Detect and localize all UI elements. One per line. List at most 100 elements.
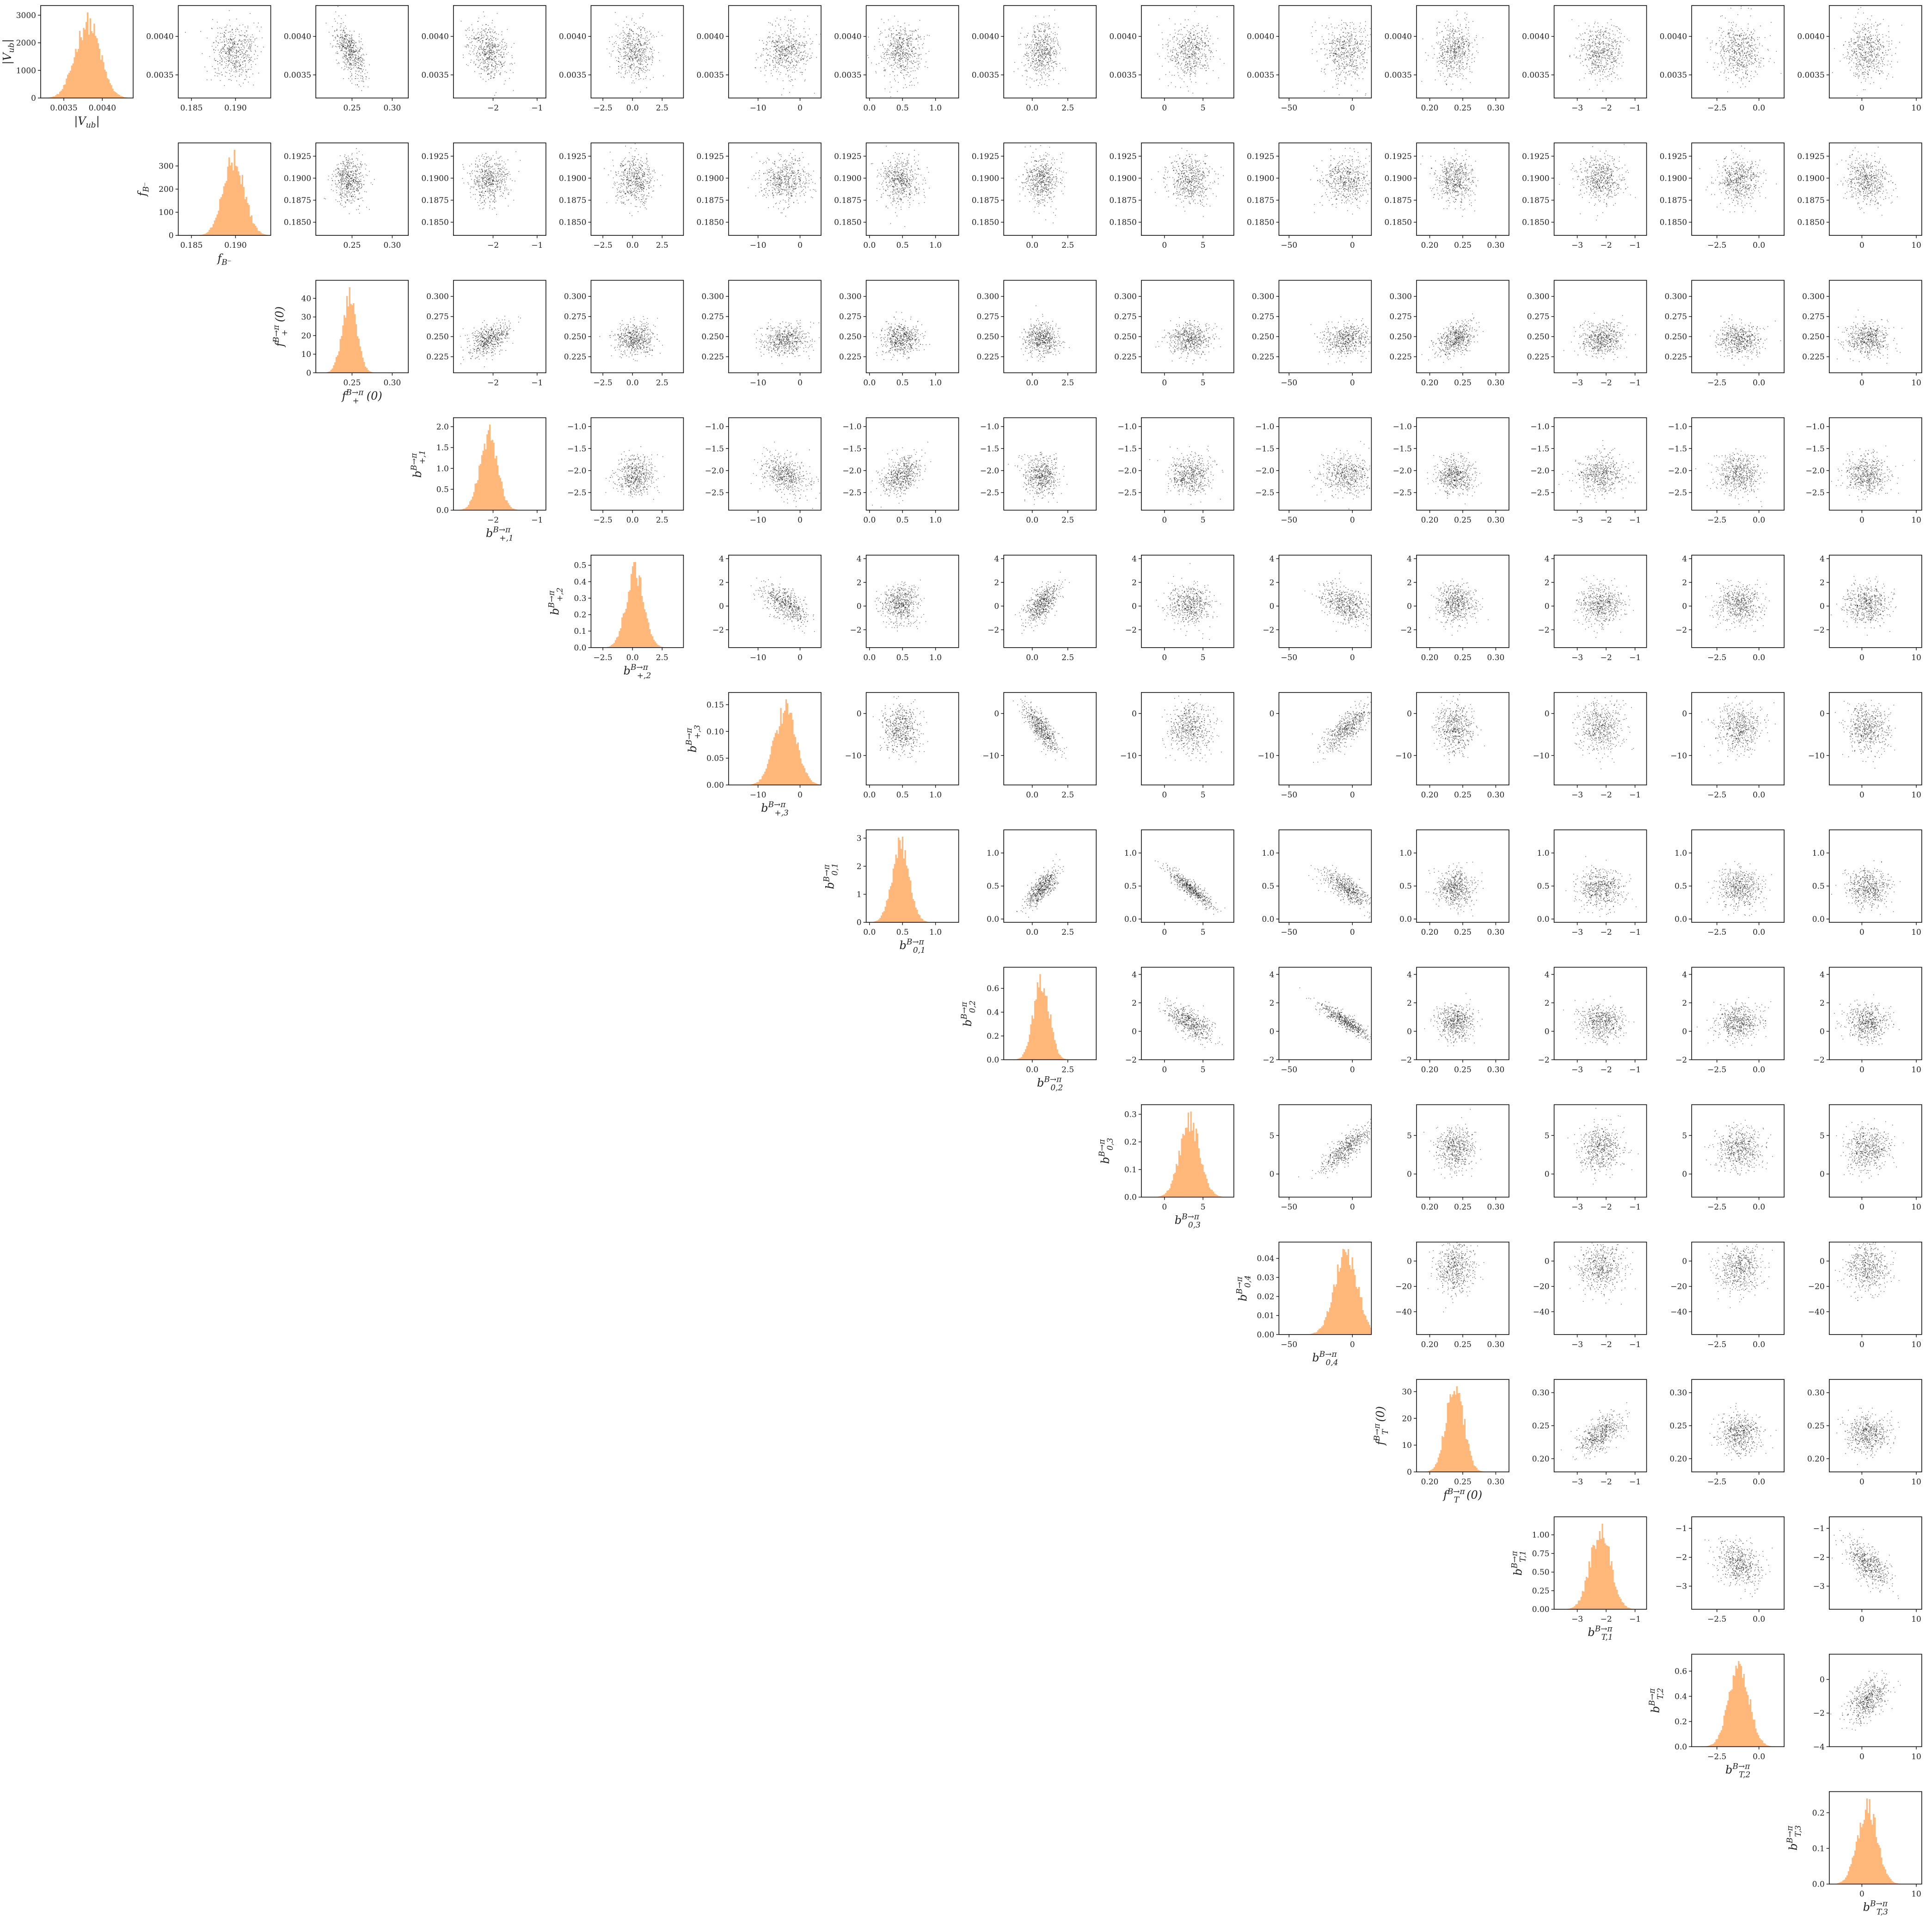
- scatter-point: [499, 74, 500, 75]
- scatter-point: [343, 78, 344, 79]
- scatter-point: [639, 76, 640, 77]
- hist-bar: [55, 95, 56, 98]
- x-tick-label: 0.0035: [50, 104, 77, 113]
- scatter-point: [486, 24, 487, 25]
- scatter-point: [245, 56, 246, 57]
- y-tick-label: 0.0040: [284, 32, 311, 42]
- scatter-point: [486, 48, 487, 49]
- scatter-point: [363, 69, 364, 70]
- scatter-point: [633, 31, 634, 32]
- scatter-point: [357, 85, 358, 86]
- scatter-point: [346, 56, 347, 57]
- scatter-point: [480, 63, 481, 64]
- scatter-point: [496, 49, 497, 50]
- hist-bar: [64, 85, 66, 98]
- scatter-point: [330, 43, 331, 44]
- scatter-point: [645, 66, 646, 67]
- hist-bar: [93, 24, 95, 98]
- scatter-point: [361, 78, 362, 79]
- scatter-point: [339, 47, 340, 48]
- scatter-point: [350, 47, 351, 48]
- scatter-point: [638, 71, 639, 72]
- scatter-point: [243, 53, 244, 54]
- scatter-point: [611, 55, 612, 56]
- scatter-point: [507, 29, 508, 30]
- hist-bar: [116, 93, 117, 98]
- scatter-point: [235, 70, 236, 71]
- scatter-point: [245, 75, 246, 76]
- scatter-point: [237, 71, 238, 72]
- scatter-point: [492, 20, 493, 21]
- scatter-point: [242, 49, 243, 50]
- scatter-point: [624, 21, 625, 22]
- scatter-point: [497, 39, 498, 40]
- scatter-point: [240, 65, 241, 66]
- scatter-point: [250, 48, 251, 49]
- scatter-point: [214, 68, 215, 69]
- scatter-point: [225, 27, 226, 28]
- scatter-point: [247, 44, 248, 45]
- scatter-point: [349, 50, 350, 51]
- scatter-point: [352, 53, 353, 54]
- scatter-point: [236, 18, 237, 19]
- scatter-point: [249, 69, 250, 70]
- scatter-point: [500, 52, 501, 53]
- scatter-point: [347, 34, 348, 35]
- scatter-point: [355, 71, 356, 72]
- scatter-point: [468, 39, 469, 40]
- scatter-point: [221, 50, 222, 51]
- scatter-point: [212, 19, 213, 20]
- scatter-point: [498, 34, 499, 35]
- scatter-point: [326, 23, 327, 24]
- scatter-point: [353, 64, 354, 65]
- scatter-point: [481, 36, 482, 37]
- scatter-point: [230, 40, 231, 41]
- scatter-point: [483, 49, 484, 50]
- scatter-point: [619, 34, 620, 35]
- scatter-point: [466, 64, 467, 65]
- scatter-point: [484, 63, 485, 64]
- scatter-point: [361, 68, 362, 69]
- scatter-point: [356, 62, 357, 63]
- scatter-point: [638, 51, 639, 52]
- scatter-point: [353, 52, 354, 53]
- scatter-point: [229, 70, 230, 71]
- scatter-point: [508, 52, 509, 53]
- scatter-point: [469, 53, 470, 54]
- scatter-point: [355, 78, 356, 79]
- scatter-point: [496, 55, 497, 56]
- scatter-point: [255, 51, 256, 52]
- scatter-point: [346, 28, 347, 29]
- scatter-point: [363, 78, 364, 79]
- scatter-point: [343, 61, 344, 62]
- scatter-point: [355, 73, 356, 74]
- scatter-point: [340, 42, 341, 43]
- scatter-point: [355, 57, 356, 58]
- scatter-point: [349, 53, 350, 54]
- scatter-point: [344, 55, 345, 56]
- scatter-point: [347, 40, 348, 41]
- scatter-point: [354, 61, 355, 62]
- scatter-point: [348, 61, 349, 62]
- scatter-point: [651, 49, 652, 50]
- scatter-point: [360, 51, 361, 52]
- panel-frame: [316, 6, 408, 98]
- scatter-point: [631, 55, 632, 56]
- scatter-point: [492, 44, 493, 45]
- scatter-point: [333, 36, 334, 37]
- scatter-point: [344, 36, 345, 37]
- scatter-point: [363, 54, 364, 55]
- scatter-point: [238, 41, 239, 42]
- scatter-point: [215, 47, 216, 48]
- scatter-point: [494, 53, 495, 54]
- scatter-point: [481, 44, 482, 45]
- scatter-point: [488, 69, 489, 70]
- scatter-point: [470, 54, 471, 55]
- scatter-point: [246, 50, 247, 51]
- scatter-point: [491, 76, 492, 77]
- scatter-point: [345, 39, 346, 40]
- scatter-point: [612, 51, 613, 52]
- scatter-point: [247, 39, 248, 40]
- scatter-point: [250, 13, 251, 14]
- scatter-point: [340, 44, 341, 45]
